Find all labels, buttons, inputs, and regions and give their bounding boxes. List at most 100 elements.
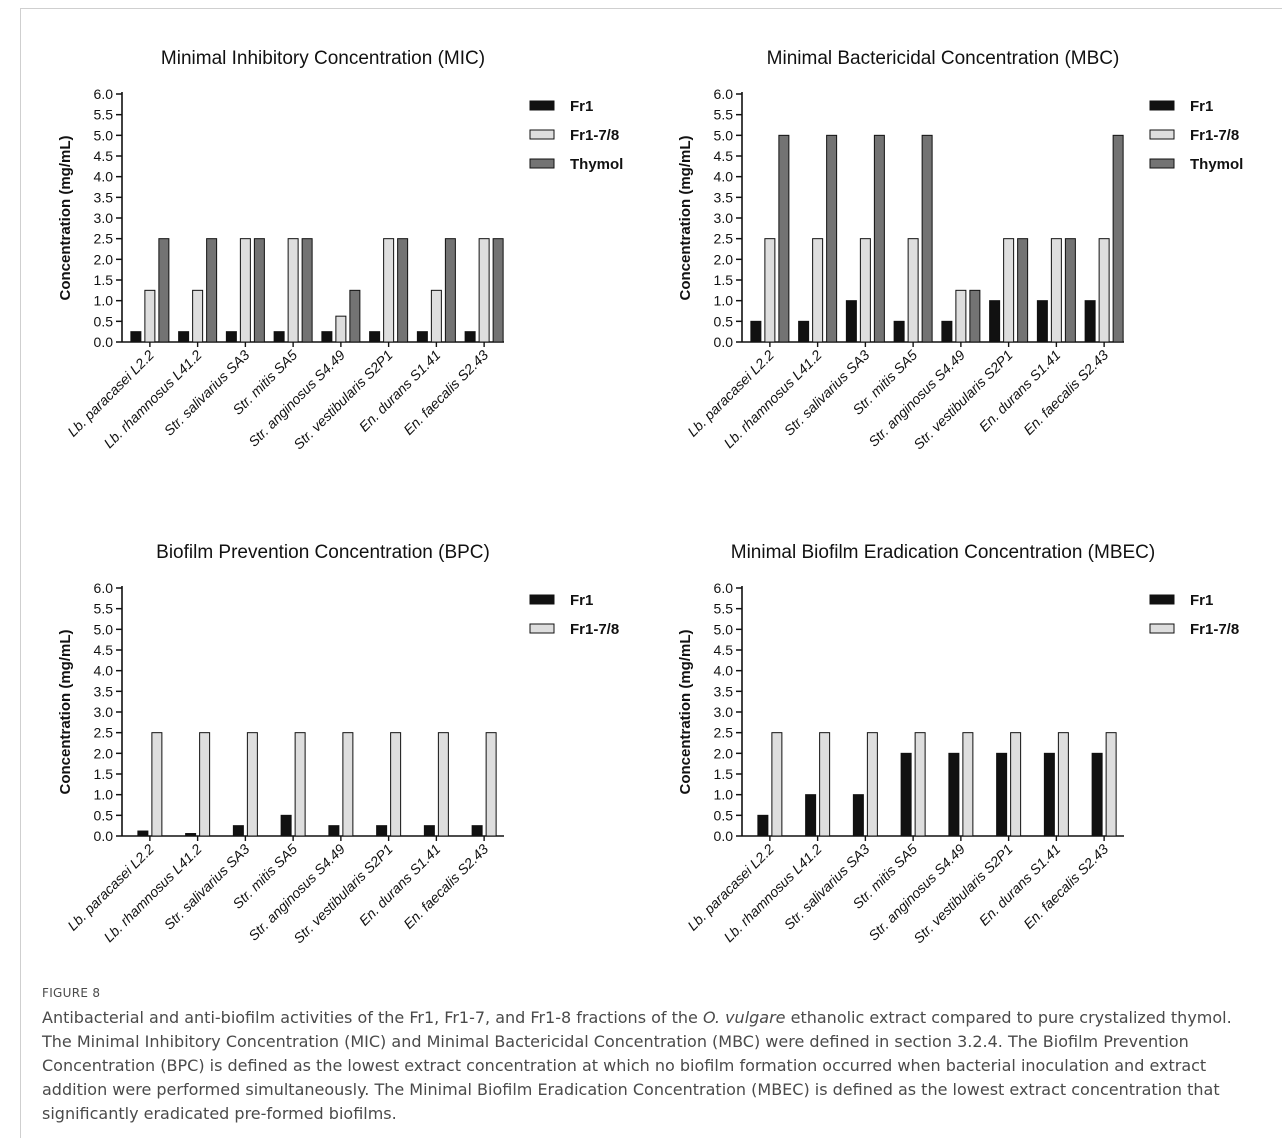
bar-fr1-str-vestibularis-s2p1 <box>369 331 381 343</box>
chart-title: Minimal Inhibitory Concentration (MIC) <box>161 48 485 69</box>
bar-thymol-lb-paracasei-l2-2 <box>778 134 790 343</box>
bar-fr1-7-8-en-durans-s1-41 <box>1050 238 1062 343</box>
bar-fr1-lb-rhamnosus-l41-2 <box>178 331 190 343</box>
legend-label-thymol: Thymol <box>570 156 623 173</box>
bar-thymol-str-mitis-sa5 <box>301 238 313 343</box>
y-tick-label: 3.0 <box>94 210 114 226</box>
y-tick-label: 1.0 <box>94 293 114 309</box>
chart-panel-mbc: Minimal Bactericidal Concentration (MBC)… <box>620 36 1260 516</box>
y-tick-label: 3.0 <box>714 704 734 720</box>
chart-panel-mic: Minimal Inhibitory Concentration (MIC) Co… <box>0 36 640 516</box>
chart-panel-mbec: Minimal Biofilm Eradication Concentratio… <box>620 530 1260 1010</box>
bar-thymol-en-durans-s1-41 <box>1064 238 1076 343</box>
legend-swatch-fr1-7-8 <box>1149 623 1175 634</box>
bar-fr1-7-8-str-vestibularis-s2p1 <box>383 238 395 343</box>
bar-fr1-7-8-str-vestibularis-s2p1 <box>1003 238 1015 343</box>
bar-fr1-en-faecalis-s2-43 <box>1091 752 1103 837</box>
y-tick-label: 5.0 <box>714 621 734 637</box>
bar-fr1-str-mitis-sa5 <box>893 320 905 343</box>
y-tick-label: 2.5 <box>714 231 734 247</box>
x-tick-label: En. faecalis S2.43 <box>400 841 491 932</box>
legend-label-fr1-7-8: Fr1-7/8 <box>1190 127 1239 144</box>
bar-thymol-str-mitis-sa5 <box>921 134 933 343</box>
bar-fr1-7-8-str-anginosus-s4-49 <box>962 732 974 837</box>
bar-fr1-7-8-str-mitis-sa5 <box>294 732 306 837</box>
y-tick-label: 4.0 <box>714 169 734 185</box>
caption-text-start: Antibacterial and anti-biofilm activitie… <box>42 1008 703 1027</box>
x-tick-label: Str. salivarius SA3 <box>781 841 873 933</box>
bar-fr1-7-8-str-vestibularis-s2p1 <box>1010 732 1022 837</box>
y-tick-label: 1.5 <box>714 272 734 288</box>
x-tick-label: En. durans S1.41 <box>356 347 444 435</box>
y-tick-label: 4.0 <box>94 663 114 679</box>
y-tick-label: 5.0 <box>94 621 114 637</box>
y-axis-label: Concentration (mg/mL) <box>677 136 694 301</box>
x-tick-label: En. faecalis S2.43 <box>1020 347 1111 438</box>
x-tick-label: Lb. paracasei L2.2 <box>684 841 777 934</box>
y-tick-label: 3.5 <box>714 683 734 699</box>
y-tick-label: 2.5 <box>94 231 114 247</box>
bar-thymol-str-salivarius-sa3 <box>253 238 265 343</box>
bar-fr1-7-8-str-salivarius-sa3 <box>239 238 251 343</box>
chart-panel-bpc: Biofilm Prevention Concentration (BPC) Co… <box>0 530 640 1010</box>
y-tick-label: 4.5 <box>714 148 734 164</box>
bar-fr1-7-8-str-mitis-sa5 <box>287 238 299 343</box>
x-tick-label: En. durans S1.41 <box>976 841 1064 929</box>
chart-mbc: Minimal Bactericidal Concentration (MBC)… <box>677 48 1243 452</box>
bar-thymol-lb-paracasei-l2-2 <box>158 238 170 343</box>
chart-title: Biofilm Prevention Concentration (BPC) <box>156 542 490 563</box>
y-tick-label: 5.0 <box>94 127 114 143</box>
x-tick-label: Lb. paracasei L2.2 <box>684 347 777 440</box>
bar-thymol-en-faecalis-s2-43 <box>492 238 504 343</box>
bar-fr1-str-mitis-sa5 <box>273 331 285 343</box>
legend-label-fr1: Fr1 <box>1190 592 1213 609</box>
bar-fr1-str-vestibularis-s2p1 <box>996 752 1008 837</box>
bar-thymol-en-durans-s1-41 <box>444 238 456 343</box>
bar-fr1-7-8-lb-rhamnosus-l41-2 <box>192 289 204 343</box>
y-tick-label: 1.0 <box>714 293 734 309</box>
legend-label-fr1: Fr1 <box>1190 98 1213 115</box>
bar-fr1-7-8-en-faecalis-s2-43 <box>1105 732 1117 837</box>
y-tick-label: 5.5 <box>714 107 734 123</box>
bar-thymol-lb-rhamnosus-l41-2 <box>206 238 218 343</box>
bar-fr1-7-8-str-anginosus-s4-49 <box>342 732 354 837</box>
bar-fr1-7-8-lb-paracasei-l2-2 <box>771 732 783 837</box>
bar-fr1-lb-paracasei-l2-2 <box>757 814 769 837</box>
bar-fr1-7-8-lb-paracasei-l2-2 <box>151 732 163 837</box>
legend-label-fr1-7-8: Fr1-7/8 <box>570 621 619 638</box>
bar-fr1-7-8-en-faecalis-s2-43 <box>1098 238 1110 343</box>
y-tick-label: 0.0 <box>94 334 114 350</box>
legend-label-fr1: Fr1 <box>570 98 593 115</box>
bar-fr1-lb-paracasei-l2-2 <box>137 830 149 837</box>
bar-fr1-str-anginosus-s4-49 <box>948 752 960 837</box>
legend-label-fr1-7-8: Fr1-7/8 <box>570 127 619 144</box>
y-tick-label: 0.5 <box>94 313 114 329</box>
bar-fr1-7-8-lb-paracasei-l2-2 <box>764 238 776 343</box>
bar-fr1-7-8-str-salivarius-sa3 <box>859 238 871 343</box>
bar-fr1-str-mitis-sa5 <box>280 814 292 837</box>
legend-swatch-fr1 <box>529 100 555 111</box>
bar-fr1-7-8-lb-paracasei-l2-2 <box>144 289 156 343</box>
bar-fr1-str-vestibularis-s2p1 <box>989 300 1001 343</box>
bar-thymol-str-vestibularis-s2p1 <box>1017 238 1029 343</box>
bar-fr1-7-8-en-durans-s1-41 <box>437 732 449 837</box>
y-tick-label: 0.5 <box>714 807 734 823</box>
x-tick-label: Lb. paracasei L2.2 <box>64 347 157 440</box>
x-tick-label: Str. salivarius SA3 <box>161 347 253 439</box>
bar-fr1-7-8-str-salivarius-sa3 <box>866 732 878 837</box>
bar-fr1-str-salivarius-sa3 <box>845 300 857 343</box>
legend-swatch-fr1-7-8 <box>529 129 555 140</box>
chart-title: Minimal Biofilm Eradication Concentratio… <box>731 542 1155 563</box>
bar-fr1-7-8-en-faecalis-s2-43 <box>485 732 497 837</box>
y-axis-label: Concentration (mg/mL) <box>57 136 74 301</box>
bar-fr1-lb-paracasei-l2-2 <box>130 331 142 343</box>
y-tick-label: 1.0 <box>94 787 114 803</box>
bar-fr1-en-durans-s1-41 <box>1036 300 1048 343</box>
chart-bpc: Biofilm Prevention Concentration (BPC) Co… <box>57 542 619 946</box>
x-tick-label: En. durans S1.41 <box>976 347 1064 435</box>
chart-title: Minimal Bactericidal Concentration (MBC) <box>767 48 1120 69</box>
y-tick-label: 2.5 <box>94 725 114 741</box>
bar-fr1-en-faecalis-s2-43 <box>1084 300 1096 343</box>
y-tick-label: 0.5 <box>714 313 734 329</box>
bar-thymol-str-anginosus-s4-49 <box>349 289 361 343</box>
